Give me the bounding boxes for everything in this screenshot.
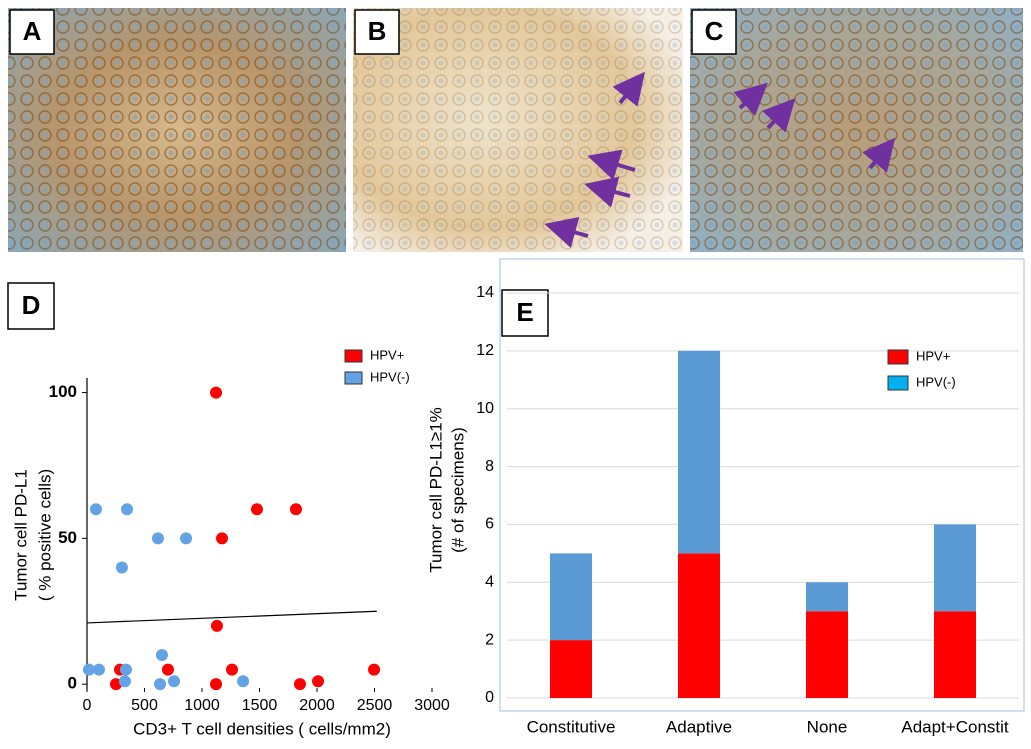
point [89, 503, 102, 516]
panel-c: C [690, 8, 1023, 252]
x-tick-label: 3000 [414, 697, 450, 714]
legend-swatch [887, 375, 909, 391]
x-tick-label: None [807, 717, 848, 736]
micrograph-texture [690, 8, 1023, 252]
x-tick-label: 2000 [299, 697, 335, 714]
bar-segment [550, 640, 592, 698]
point [312, 675, 325, 688]
legend-label: HPV+ [370, 347, 404, 362]
y-axis-title: Tumor cell PD-L1≥1% [426, 407, 445, 573]
point [92, 663, 105, 676]
bar-segment [806, 611, 848, 698]
point [180, 532, 193, 545]
y-tick-label: 50 [58, 528, 77, 547]
arrow [612, 71, 645, 107]
point [210, 678, 223, 691]
x-tick-label: Adapt+Constit [901, 717, 1009, 736]
x-tick-label: 0 [83, 697, 92, 714]
y-axis-title: ( % positive cells) [35, 469, 54, 601]
x-tick-label: 1500 [242, 697, 278, 714]
point [210, 619, 223, 632]
panel-label: B [368, 16, 387, 46]
arrows [544, 71, 645, 248]
y-tick-label: 8 [485, 458, 494, 475]
panel-label-box [7, 282, 55, 330]
legend-swatch [887, 349, 909, 365]
panel-a: A [8, 8, 346, 252]
bar-segment [934, 524, 976, 612]
point [216, 532, 229, 545]
point [115, 561, 128, 574]
y-axis-title: (# of specimens) [448, 427, 467, 553]
point [82, 663, 95, 676]
y-tick-label: 14 [476, 284, 494, 301]
bar-segment [678, 553, 720, 698]
panel-b: B [353, 8, 683, 252]
panel-label: A [23, 16, 42, 46]
point [155, 649, 168, 662]
y-tick-label: 0 [485, 689, 494, 706]
arrow [761, 98, 796, 133]
x-tick-label: Adaptive [666, 717, 732, 736]
bar-segment [678, 350, 720, 554]
point [237, 675, 250, 688]
y-tick-label: 10 [476, 400, 494, 417]
point [368, 663, 381, 676]
x-tick-label: Constitutive [527, 717, 616, 736]
legend-label: HPV+ [916, 348, 950, 363]
panel-label-box [9, 9, 55, 55]
bar-segment [806, 582, 848, 612]
point [151, 532, 164, 545]
point [168, 675, 181, 688]
point [226, 663, 239, 676]
y-tick-label: 12 [476, 342, 494, 359]
panel-label: E [516, 297, 533, 327]
point [250, 503, 263, 516]
x-tick-label: 2500 [357, 697, 393, 714]
point [121, 503, 134, 516]
y-tick-label: 2 [485, 631, 494, 648]
arrow [584, 176, 631, 208]
arrow [587, 149, 636, 181]
bar-segment [550, 553, 592, 641]
legend-label: HPV(-) [370, 369, 410, 384]
arrow [733, 82, 768, 116]
micrograph-texture [353, 8, 683, 252]
chart-frame [499, 258, 1025, 712]
panel-label: D [22, 290, 41, 320]
panel-label: C [705, 16, 724, 46]
bar-segment [934, 611, 976, 698]
point [119, 663, 132, 676]
y-tick-label: 100 [49, 382, 77, 401]
legend-swatch [344, 349, 363, 363]
y-tick-label: 6 [485, 516, 494, 533]
point [210, 386, 223, 399]
y-tick-label: 0 [68, 674, 77, 693]
point [293, 678, 306, 691]
micrograph-texture [8, 8, 346, 252]
x-tick-label: 1000 [184, 697, 220, 714]
y-tick-label: 4 [485, 574, 494, 591]
point [289, 503, 302, 516]
legend-swatch [344, 371, 363, 385]
legend-label: HPV(-) [916, 374, 956, 389]
x-tick-label: 500 [131, 697, 158, 714]
x-axis-title: CD3+ T cell densities ( cells/mm2) [133, 719, 391, 738]
arrow [862, 137, 896, 173]
arrow [544, 217, 589, 248]
arrows [733, 82, 896, 173]
trendline [86, 610, 377, 624]
panel-label-box [691, 9, 737, 55]
panel-label-box [354, 9, 400, 55]
point [161, 663, 174, 676]
y-axis-title: Tumor cell PD-L1 [11, 469, 30, 601]
point [118, 675, 131, 688]
panel-label-box [501, 289, 549, 337]
point [154, 678, 167, 691]
